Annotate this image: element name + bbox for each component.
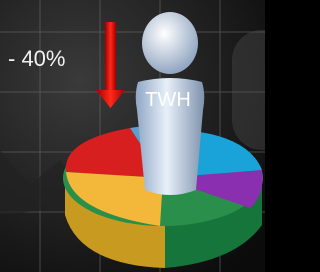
caption: - 40%: [8, 46, 65, 71]
background-shape: [232, 30, 265, 150]
illustration: - 40% TWH: [0, 0, 265, 272]
figure-label: TWH: [145, 89, 191, 111]
page: - 40% TWH (() => { const data = JSON.par…: [0, 0, 320, 272]
